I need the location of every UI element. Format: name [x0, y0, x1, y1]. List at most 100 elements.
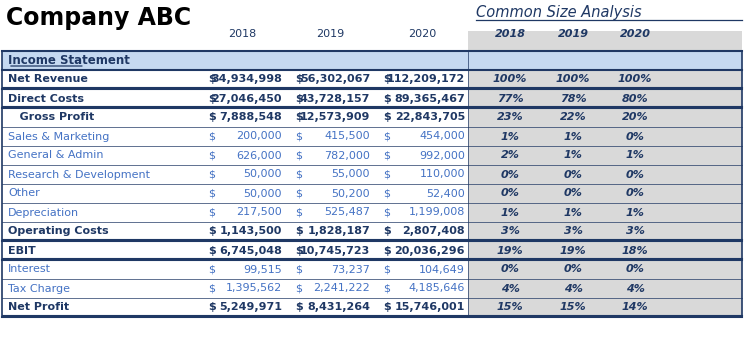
Text: $: $ [295, 169, 302, 179]
Text: $: $ [295, 113, 303, 122]
Bar [2, 184, 742, 203]
Bar [468, 108, 742, 127]
Bar [2, 241, 742, 260]
Text: Net Revenue: Net Revenue [8, 74, 88, 85]
Text: 56,302,067: 56,302,067 [300, 74, 370, 85]
Text: 15,746,001: 15,746,001 [394, 302, 465, 312]
Text: $: $ [208, 283, 215, 294]
Text: $: $ [295, 283, 302, 294]
Text: 8,431,264: 8,431,264 [307, 302, 370, 312]
Text: 5,249,971: 5,249,971 [219, 302, 282, 312]
Text: 15%: 15% [497, 302, 523, 312]
Text: 1%: 1% [626, 208, 644, 218]
Text: 2%: 2% [501, 150, 519, 161]
Bar [2, 260, 742, 279]
Text: 2,241,222: 2,241,222 [313, 283, 370, 294]
Text: 0%: 0% [626, 169, 644, 179]
Text: Operating Costs: Operating Costs [8, 226, 109, 237]
Text: 89,365,467: 89,365,467 [394, 93, 465, 104]
Text: $: $ [383, 265, 390, 275]
Text: $: $ [383, 132, 390, 142]
Text: $: $ [295, 189, 302, 198]
Text: $: $ [295, 246, 303, 255]
Bar [2, 127, 742, 146]
Bar [468, 165, 742, 184]
Text: Gross Profit: Gross Profit [8, 113, 94, 122]
Text: 50,200: 50,200 [331, 189, 370, 198]
Text: 50,000: 50,000 [243, 189, 282, 198]
Text: 22%: 22% [559, 113, 586, 122]
Text: 217,500: 217,500 [237, 208, 282, 218]
Text: Interest: Interest [8, 265, 51, 275]
Bar [468, 222, 742, 241]
Text: Sales & Marketing: Sales & Marketing [8, 132, 109, 142]
Text: 100%: 100% [556, 74, 590, 85]
Text: $: $ [295, 208, 302, 218]
Text: 10,745,723: 10,745,723 [300, 246, 370, 255]
Text: Tax Charge: Tax Charge [8, 283, 70, 294]
Bar [2, 298, 742, 317]
Text: 4%: 4% [626, 283, 644, 294]
Text: 12,573,909: 12,573,909 [300, 113, 370, 122]
Text: 2,807,408: 2,807,408 [403, 226, 465, 237]
Text: 18%: 18% [622, 246, 648, 255]
Text: $: $ [383, 208, 390, 218]
Bar [2, 279, 742, 298]
Text: 22,843,705: 22,843,705 [395, 113, 465, 122]
Text: 0%: 0% [626, 189, 644, 198]
Text: EBIT: EBIT [8, 246, 36, 255]
Text: 100%: 100% [618, 74, 652, 85]
Text: 73,237: 73,237 [331, 265, 370, 275]
Text: 0%: 0% [563, 189, 583, 198]
Text: $: $ [295, 226, 303, 237]
Bar [468, 184, 742, 203]
Text: $: $ [383, 189, 390, 198]
Text: 2018: 2018 [495, 29, 525, 39]
Text: 1,143,500: 1,143,500 [219, 226, 282, 237]
Text: 200,000: 200,000 [237, 132, 282, 142]
Text: Other: Other [8, 189, 39, 198]
Text: 55,000: 55,000 [332, 169, 370, 179]
Bar [2, 165, 742, 184]
Bar [468, 127, 742, 146]
Text: $: $ [295, 302, 303, 312]
Text: 3%: 3% [563, 226, 583, 237]
Text: 525,487: 525,487 [324, 208, 370, 218]
Text: Direct Costs: Direct Costs [8, 93, 84, 104]
Bar [468, 241, 742, 260]
Text: $: $ [208, 169, 215, 179]
Text: $: $ [208, 74, 216, 85]
Bar [2, 203, 742, 222]
Text: 110,000: 110,000 [420, 169, 465, 179]
Text: 7,888,548: 7,888,548 [219, 113, 282, 122]
Text: $: $ [383, 74, 391, 85]
Text: Income Statement: Income Statement [8, 54, 130, 67]
Text: 78%: 78% [559, 93, 586, 104]
Text: $: $ [208, 265, 215, 275]
Text: 3%: 3% [501, 226, 519, 237]
Text: 0%: 0% [626, 265, 644, 275]
Text: 1,395,562: 1,395,562 [225, 283, 282, 294]
Text: 1,828,187: 1,828,187 [307, 226, 370, 237]
Text: 626,000: 626,000 [237, 150, 282, 161]
Text: 77%: 77% [497, 93, 523, 104]
Text: $: $ [208, 132, 215, 142]
Text: 43,728,157: 43,728,157 [300, 93, 370, 104]
Text: $: $ [295, 265, 302, 275]
Text: 0%: 0% [563, 265, 583, 275]
Text: 23%: 23% [497, 113, 523, 122]
Text: $: $ [383, 113, 391, 122]
Text: $: $ [295, 132, 302, 142]
Text: 100%: 100% [493, 74, 527, 85]
Text: 0%: 0% [626, 132, 644, 142]
Text: $: $ [208, 226, 216, 237]
Text: Research & Development: Research & Development [8, 169, 150, 179]
Text: $: $ [383, 246, 391, 255]
Text: $: $ [383, 226, 391, 237]
Bar [2, 108, 742, 127]
Bar [2, 70, 742, 89]
Text: 4%: 4% [563, 283, 583, 294]
Bar [2, 89, 742, 108]
Bar [468, 203, 742, 222]
Text: 0%: 0% [501, 189, 519, 198]
